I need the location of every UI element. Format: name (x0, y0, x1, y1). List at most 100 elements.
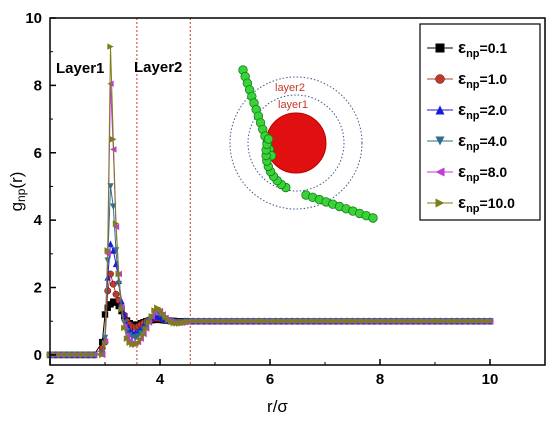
data-point (115, 270, 122, 278)
data-point (85, 351, 92, 359)
legend-sub: np (466, 48, 480, 60)
data-point (283, 318, 290, 325)
data-point (134, 333, 142, 340)
data-point (123, 335, 131, 342)
data-point (288, 318, 296, 325)
layer2-annotation: Layer2 (134, 59, 182, 76)
data-point (101, 311, 109, 318)
legend-entry: εnp=0.1 (458, 38, 507, 60)
data-point (420, 318, 428, 325)
data-point (305, 318, 312, 325)
data-point (343, 318, 351, 325)
data-point (448, 318, 455, 325)
legend-marker (435, 105, 445, 115)
legend-marker (435, 167, 445, 177)
data-point (137, 336, 144, 343)
data-point (195, 318, 202, 325)
x-tick-label: 4 (156, 371, 165, 388)
data-point (99, 351, 106, 359)
data-point (145, 319, 153, 326)
data-point (261, 318, 268, 325)
data-point (79, 351, 87, 359)
data-point (398, 318, 406, 325)
data-point (365, 318, 373, 325)
data-point (189, 318, 197, 325)
data-point (104, 274, 111, 281)
legend-value: =8.0 (480, 164, 508, 180)
data-point (159, 309, 166, 317)
shell-outer (229, 76, 363, 210)
data-point (110, 136, 117, 143)
legend-symbol: ε (458, 38, 466, 57)
legend-marker (435, 136, 445, 146)
data-point (228, 318, 235, 325)
legend-entry: εnp=2.0 (458, 100, 507, 122)
series-5 (46, 43, 494, 359)
data-point (184, 318, 191, 326)
y-tick-label: 2 (34, 280, 42, 297)
data-point (382, 318, 389, 325)
data-point (486, 318, 494, 325)
x-tick-label: 6 (266, 371, 274, 388)
legend-entry: εnp=1.0 (458, 69, 507, 91)
data-point (321, 318, 329, 325)
x-tick-label: 2 (46, 371, 54, 388)
data-point (442, 318, 450, 325)
data-point (239, 318, 246, 325)
chain-bead (263, 134, 274, 144)
data-point (387, 318, 395, 325)
data-point (327, 318, 334, 325)
data-point (109, 280, 117, 288)
data-point (107, 43, 114, 50)
data-point (112, 299, 120, 306)
data-point (349, 318, 356, 325)
data-point (277, 318, 285, 325)
data-point (104, 287, 112, 295)
y-tick-label: 10 (25, 10, 42, 27)
x-tick-label: 10 (482, 371, 499, 388)
data-point (266, 318, 274, 325)
data-point (470, 318, 477, 325)
legend-sub: np (466, 110, 480, 122)
data-point (156, 306, 164, 313)
series-0 (46, 298, 494, 359)
nanoparticle (265, 112, 327, 174)
y-axis-label-suffix: (r) (7, 172, 26, 189)
data-point (148, 313, 155, 320)
y-axis-label-sub: np (14, 188, 28, 202)
nanoparticle-inset: layer2 layer1 (229, 65, 378, 223)
legend-symbol: ε (458, 131, 466, 150)
data-point (332, 318, 340, 325)
data-point (57, 351, 65, 359)
legend-symbol: ε (458, 100, 466, 119)
legend-sub: np (466, 141, 480, 153)
data-point (222, 318, 230, 325)
plot-frame (49, 17, 546, 366)
data-point (90, 351, 98, 359)
data-point (459, 318, 466, 325)
data-point (140, 331, 147, 338)
data-point (409, 318, 417, 325)
legend-value: =0.1 (480, 40, 508, 56)
data-point (112, 290, 120, 298)
data-point (244, 318, 252, 325)
legend-entry: εnp=4.0 (458, 131, 507, 153)
data-point (104, 247, 111, 254)
legend: εnp=0.1εnp=1.0εnp=2.0εnp=4.0εnp=8.0εnp=1… (419, 23, 541, 221)
legend-symbol: ε (458, 193, 466, 212)
layer1-annotation: Layer1 (56, 60, 104, 77)
legend-marker (435, 198, 445, 208)
data-point (63, 351, 70, 359)
series-line (50, 301, 490, 356)
data-point (206, 318, 213, 325)
legend-sub: np (466, 203, 480, 215)
data-point (360, 318, 367, 325)
data-point (143, 325, 150, 333)
data-point (255, 318, 263, 325)
data-point (431, 318, 439, 325)
data-point (68, 351, 76, 359)
data-point (354, 318, 362, 325)
data-point (338, 318, 345, 325)
